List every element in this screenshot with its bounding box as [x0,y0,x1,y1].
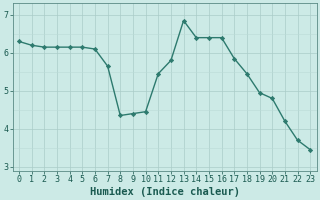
X-axis label: Humidex (Indice chaleur): Humidex (Indice chaleur) [90,186,240,197]
